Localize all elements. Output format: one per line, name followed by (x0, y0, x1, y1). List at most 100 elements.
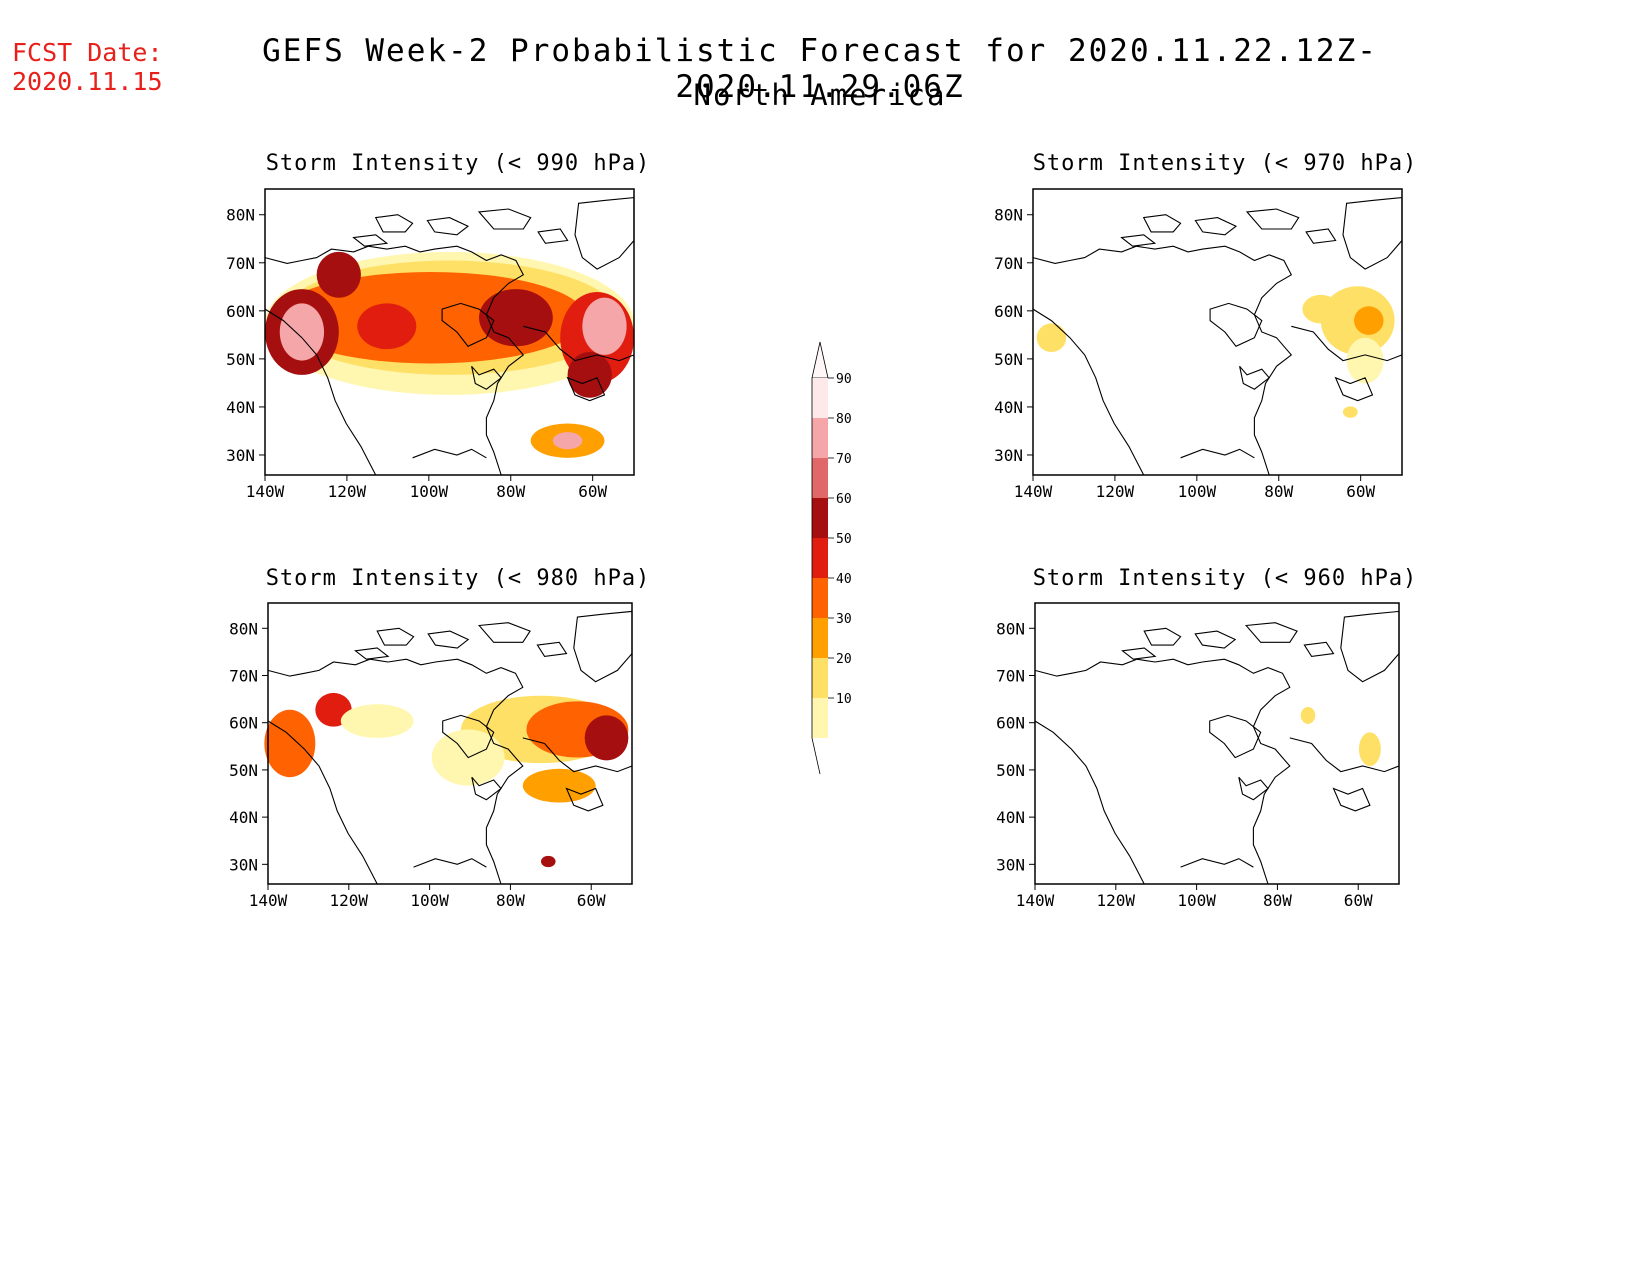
coastline (1194, 217, 1238, 236)
coastline (1034, 658, 1291, 885)
lat-tick-label: 80N (994, 206, 1023, 225)
map-frame (1034, 602, 1400, 885)
coastline (1032, 245, 1293, 476)
coastline (537, 228, 569, 244)
lat-tick-label: 40N (229, 808, 258, 827)
probability-area (582, 297, 627, 355)
coastline (574, 196, 635, 270)
probability-area (1358, 732, 1381, 766)
probability-area (584, 715, 629, 761)
probability-area (1354, 306, 1384, 335)
coastline (1291, 325, 1403, 362)
coastline (264, 245, 525, 476)
lon-tick-label: 120W (1097, 891, 1136, 910)
map-field (1032, 196, 1403, 476)
coastline (374, 214, 414, 233)
colorbar-segment (812, 618, 828, 658)
lon-tick-label: 120W (330, 891, 369, 910)
coastline (426, 217, 470, 236)
probability-area (1302, 294, 1340, 324)
lat-tick-label: 70N (994, 254, 1023, 273)
colorbar-label: 30 (836, 612, 852, 627)
coastline (1209, 302, 1263, 347)
coastline (1334, 376, 1374, 402)
colorbar-bottom-arrow (811, 737, 821, 775)
lon-tick-label: 60W (1346, 482, 1375, 501)
lon-tick-label: 80W (1263, 891, 1292, 910)
coastline (1142, 214, 1182, 233)
probability-area (357, 303, 417, 350)
lat-tick-label: 30N (996, 855, 1025, 874)
coastline (477, 622, 531, 643)
coastline (1303, 641, 1335, 657)
lat-tick-label: 60N (994, 302, 1023, 321)
colorbar-label: 20 (836, 652, 852, 667)
coastline (1332, 787, 1371, 812)
coastline (1238, 776, 1269, 801)
map-field (264, 610, 633, 885)
lat-tick-label: 80N (229, 619, 258, 638)
coastline (264, 308, 377, 476)
coastline (354, 647, 390, 660)
colorbar-label: 70 (836, 452, 852, 467)
probability-area (1036, 323, 1067, 353)
forecast-date-value: 2020.11.15 (12, 67, 163, 96)
panel-title-980: Storm Intensity (< 980 hPa) (265, 566, 651, 591)
map-field (1034, 610, 1400, 885)
lon-tick-label: 80W (496, 891, 525, 910)
coastline (352, 234, 389, 247)
coastline (1121, 647, 1157, 660)
lat-tick-label: 50N (229, 761, 258, 780)
lat-tick-label: 30N (994, 446, 1023, 465)
map-panel-960: 80N 70N 60N 50N 40N 30N 140W 120W 100W 80W 60W (996, 602, 1400, 910)
lon-tick-label: 100W (1178, 482, 1217, 501)
lat-tick-label: 40N (226, 398, 255, 417)
coastline (471, 365, 502, 390)
lon-tick-label: 60W (577, 891, 606, 910)
lat-tick-label: 70N (229, 666, 258, 685)
coastline (1239, 365, 1270, 390)
lat-tick-label: 30N (226, 446, 255, 465)
colorbar-label: 80 (836, 412, 852, 427)
coastline (1245, 208, 1300, 230)
probability-area (279, 303, 325, 361)
coastline (536, 641, 568, 657)
probability-area (316, 251, 361, 298)
colorbar-segment (812, 378, 828, 418)
lat-tick-label: 50N (226, 350, 255, 369)
lat-tick-label: 40N (996, 808, 1025, 827)
lon-tick-label: 100W (1177, 891, 1216, 910)
probability-area (567, 352, 612, 398)
probability-area (522, 768, 596, 803)
lat-tick-label: 40N (994, 398, 1023, 417)
coastline (413, 858, 487, 868)
probability-area (1346, 337, 1384, 384)
coastline (441, 302, 495, 347)
lon-tick-label: 120W (328, 482, 367, 501)
coastline (376, 627, 415, 646)
map-field (264, 196, 635, 476)
lat-tick-label: 60N (229, 714, 258, 733)
lat-tick-label: 30N (229, 855, 258, 874)
colorbar-segment (812, 658, 828, 698)
panel-title-990: Storm Intensity (< 990 hPa) (265, 151, 651, 176)
lon-tick-label: 100W (410, 891, 449, 910)
coastline (1340, 610, 1400, 683)
map-frame (267, 602, 633, 885)
map-panel-980: 80N 70N 60N 50N 40N 30N 140W 120W 100W 80W 60W (229, 602, 633, 910)
coastline (442, 714, 495, 759)
coastline (1120, 234, 1157, 247)
probability-area (340, 704, 414, 738)
colorbar-legend: 90 80 70 60 50 40 30 20 10 (811, 341, 852, 775)
lon-tick-label: 140W (249, 891, 288, 910)
colorbar-segment (812, 698, 828, 738)
colorbar-segment (812, 578, 828, 618)
colorbar-top-arrow (811, 341, 829, 379)
coastline (1305, 228, 1337, 244)
coastline (471, 776, 502, 801)
coastline (1342, 196, 1403, 270)
colorbar-segment (812, 498, 828, 538)
lon-tick-label: 80W (496, 482, 525, 501)
lat-tick-label: 60N (996, 714, 1025, 733)
coastline (427, 630, 470, 649)
